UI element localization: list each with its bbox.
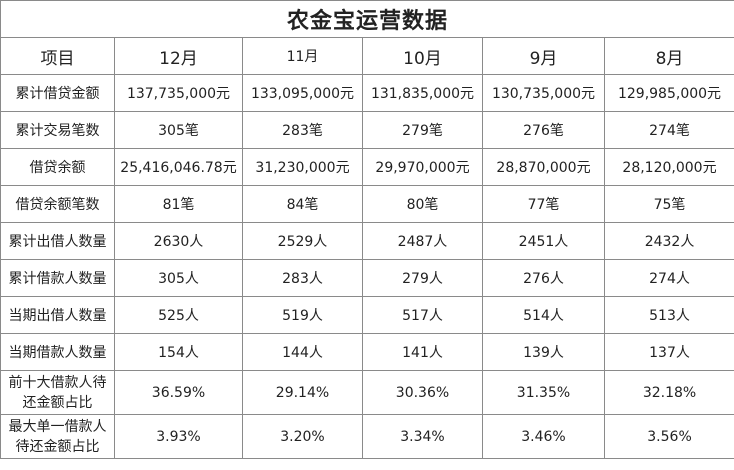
table-row: 累计借贷金额 137,735,000元 133,095,000元 131,835… <box>0 74 734 112</box>
table-row: 前十大借款人待 还金额占比 36.59% 29.14% 30.36% 31.35%… <box>0 370 734 415</box>
table-cell: 84笔 <box>242 185 363 223</box>
row-label-line: 还金额占比 <box>22 394 93 411</box>
table-cell: 75笔 <box>603 185 734 223</box>
table-cell: 32.18% <box>603 370 734 415</box>
row-label: 当期出借人数量 <box>0 296 115 334</box>
column-header-oct: 10月 <box>362 37 483 75</box>
table-cell: 139人 <box>482 333 605 371</box>
row-label: 累计借贷金额 <box>0 74 115 112</box>
table-cell: 29,970,000元 <box>362 148 483 186</box>
table-cell: 2529人 <box>242 222 363 260</box>
table-cell: 276人 <box>482 259 605 297</box>
table-cell: 2451人 <box>482 222 605 260</box>
table-cell: 3.93% <box>114 414 243 459</box>
table-cell: 80笔 <box>362 185 483 223</box>
row-label: 借贷余额 <box>0 148 115 186</box>
row-label: 当期借款人数量 <box>0 333 115 371</box>
table-cell: 525人 <box>114 296 243 334</box>
table-cell: 276笔 <box>482 111 605 149</box>
table-cell: 305人 <box>114 259 243 297</box>
table-cell: 279笔 <box>362 111 483 149</box>
table-cell: 36.59% <box>114 370 243 415</box>
table-cell: 130,735,000元 <box>482 74 605 112</box>
table-cell: 30.36% <box>362 370 483 415</box>
table-cell: 129,985,000元 <box>603 74 734 112</box>
table-cell: 274人 <box>603 259 734 297</box>
row-label: 最大单一借款人 待还金额占比 <box>0 414 115 459</box>
table-cell: 29.14% <box>242 370 363 415</box>
row-label: 借贷余额笔数 <box>0 185 115 223</box>
row-label: 累计借款人数量 <box>0 259 115 297</box>
table-cell: 274笔 <box>603 111 734 149</box>
table-cell: 25,416,046.78元 <box>114 148 243 186</box>
table-cell: 513人 <box>603 296 734 334</box>
table-cell: 2432人 <box>603 222 734 260</box>
operations-table: 农金宝运营数据 项目 12月 11月 10月 9月 8月 累计借贷金额 137,… <box>0 0 734 459</box>
table-cell: 77笔 <box>482 185 605 223</box>
table-cell: 28,120,000元 <box>603 148 734 186</box>
table-cell: 517人 <box>362 296 483 334</box>
row-label-line: 待还金额占比 <box>15 438 100 455</box>
row-label: 累计交易笔数 <box>0 111 115 149</box>
column-header-sep: 9月 <box>482 37 605 75</box>
table-row: 累计出借人数量 2630人 2529人 2487人 2451人 2432人 <box>0 222 734 260</box>
table-cell: 154人 <box>114 333 243 371</box>
row-label-line: 最大单一借款人 <box>8 418 107 435</box>
table-cell: 519人 <box>242 296 363 334</box>
column-header-dec: 12月 <box>114 37 243 75</box>
table-cell: 3.46% <box>482 414 605 459</box>
table-cell: 3.34% <box>362 414 483 459</box>
table-row: 借贷余额 25,416,046.78元 31,230,000元 29,970,0… <box>0 148 734 186</box>
row-label-line: 前十大借款人待 <box>8 374 107 391</box>
table-cell: 283笔 <box>242 111 363 149</box>
table-cell: 305笔 <box>114 111 243 149</box>
row-label: 累计出借人数量 <box>0 222 115 260</box>
table-cell: 137,735,000元 <box>114 74 243 112</box>
column-header-nov: 11月 <box>242 37 363 75</box>
table-cell: 3.56% <box>603 414 734 459</box>
header-row: 项目 12月 11月 10月 9月 8月 <box>0 37 734 75</box>
table-cell: 31.35% <box>482 370 605 415</box>
table-cell: 131,835,000元 <box>362 74 483 112</box>
table-cell: 133,095,000元 <box>242 74 363 112</box>
table-row: 当期借款人数量 154人 144人 141人 139人 137人 <box>0 333 734 371</box>
table-cell: 141人 <box>362 333 483 371</box>
table-row: 累计交易笔数 305笔 283笔 279笔 276笔 274笔 <box>0 111 734 149</box>
column-header-aug: 8月 <box>603 37 734 75</box>
column-header-item: 项目 <box>0 37 115 75</box>
table-cell: 137人 <box>603 333 734 371</box>
table-cell: 28,870,000元 <box>482 148 605 186</box>
table-cell: 144人 <box>242 333 363 371</box>
table-cell: 81笔 <box>114 185 243 223</box>
table-cell: 31,230,000元 <box>242 148 363 186</box>
table-cell: 279人 <box>362 259 483 297</box>
table-cell: 2487人 <box>362 222 483 260</box>
row-label: 前十大借款人待 还金额占比 <box>0 370 115 415</box>
table-cell: 3.20% <box>242 414 363 459</box>
table-title: 农金宝运营数据 <box>0 0 734 38</box>
table-row: 最大单一借款人 待还金额占比 3.93% 3.20% 3.34% 3.46% 3.… <box>0 414 734 459</box>
table-cell: 283人 <box>242 259 363 297</box>
table-cell: 514人 <box>482 296 605 334</box>
table-row: 当期出借人数量 525人 519人 517人 514人 513人 <box>0 296 734 334</box>
table-cell: 2630人 <box>114 222 243 260</box>
table-row: 借贷余额笔数 81笔 84笔 80笔 77笔 75笔 <box>0 185 734 223</box>
table-row: 累计借款人数量 305人 283人 279人 276人 274人 <box>0 259 734 297</box>
